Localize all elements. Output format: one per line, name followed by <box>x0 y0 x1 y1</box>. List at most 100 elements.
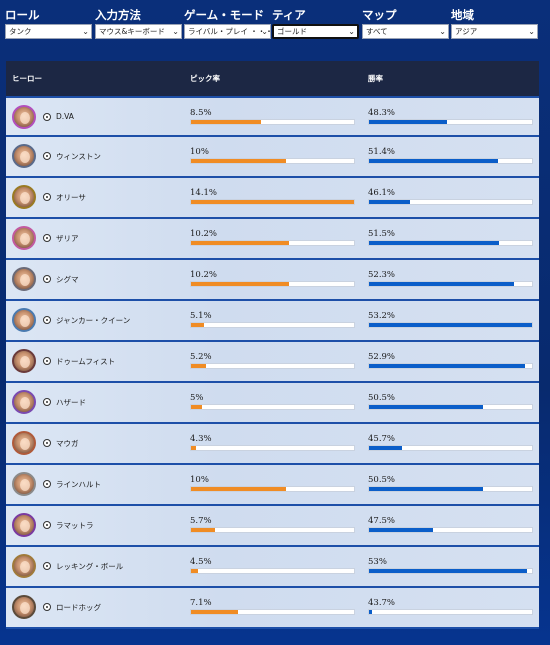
pick-rate-bar <box>190 363 355 369</box>
filter-group: 地域アジア ⌄ <box>451 8 538 39</box>
target-icon[interactable] <box>43 603 51 611</box>
filter-select[interactable]: ライバル・プレイ ・・・ ⌄ <box>184 24 271 39</box>
filter-bar: ロール タンク ⌄ 入力方法 マウス&キーボード ⌄ ゲーム・モード ライバル・プレイ ・・・… <box>5 8 545 42</box>
target-icon[interactable] <box>43 398 51 406</box>
target-icon[interactable] <box>43 439 51 447</box>
header-win-rate[interactable]: 勝率 <box>368 74 383 83</box>
hero-name: D.VA <box>56 112 74 121</box>
table-row[interactable]: ウィンストン 10% 51.4% <box>6 137 539 178</box>
filter-value: すべて <box>366 27 388 36</box>
win-rate-value: 48.3% <box>368 108 396 118</box>
win-rate-bar <box>368 119 533 125</box>
hero-name: ドゥームフィスト <box>56 357 116 366</box>
target-icon[interactable] <box>43 234 51 242</box>
hero-avatar <box>12 431 36 455</box>
pick-rate-value: 5.7% <box>190 516 212 526</box>
chevron-down-icon: ⌄ <box>82 27 89 36</box>
win-rate-value: 43.7% <box>368 598 396 608</box>
win-rate-bar <box>368 404 533 410</box>
table-row[interactable]: マウガ 4.3% 45.7% <box>6 424 539 465</box>
win-rate-value: 52.9% <box>368 352 396 362</box>
table-row[interactable]: オリーサ 14.1% 46.1% <box>6 178 539 219</box>
filter-select[interactable]: ゴールド ⌄ <box>272 24 359 39</box>
table-row[interactable]: ハザード 5% 50.5% <box>6 383 539 424</box>
target-icon[interactable] <box>43 480 51 488</box>
win-rate-bar <box>368 240 533 246</box>
target-icon[interactable] <box>43 521 51 529</box>
pick-rate-bar <box>190 445 355 451</box>
target-icon[interactable] <box>43 275 51 283</box>
table-row[interactable]: D.VA 8.5% 48.3% <box>6 96 539 137</box>
hero-name: マウガ <box>56 439 79 448</box>
hero-avatar <box>12 144 36 168</box>
table-row[interactable]: ドゥームフィスト 5.2% 52.9% <box>6 342 539 383</box>
target-icon[interactable] <box>43 193 51 201</box>
filter-group: ティア ゴールド ⌄ <box>272 8 359 39</box>
hero-avatar <box>12 472 36 496</box>
pick-rate-bar <box>190 527 355 533</box>
filter-label: 地域 <box>451 8 474 22</box>
target-icon[interactable] <box>43 316 51 324</box>
target-icon[interactable] <box>43 113 51 121</box>
win-rate-value: 47.5% <box>368 516 396 526</box>
table-row[interactable]: レッキング・ボール 4.5% 53% <box>6 547 539 588</box>
filter-value: アジア <box>455 27 478 36</box>
target-icon[interactable] <box>43 562 51 570</box>
filter-value: ゴールド <box>277 27 307 36</box>
table-body: D.VA 8.5% 48.3% ウィンストン 10% 51.4% オリーサ 14.1% 46.1… <box>6 96 539 629</box>
hero-avatar <box>12 595 36 619</box>
hero-avatar <box>12 390 36 414</box>
table-row[interactable]: ロードホッグ 7.1% 43.7% <box>6 588 539 629</box>
pick-rate-value: 10.2% <box>190 270 218 280</box>
win-rate-bar <box>368 322 533 328</box>
chevron-down-icon: ⌄ <box>528 27 535 36</box>
hero-name: ラマットラ <box>56 521 94 530</box>
pick-rate-bar <box>190 199 355 205</box>
pick-rate-value: 10% <box>190 147 209 157</box>
hero-name: ハザード <box>56 398 86 407</box>
pick-rate-value: 10.2% <box>190 229 218 239</box>
filter-group: マップすべて ⌄ <box>362 8 449 39</box>
target-icon[interactable] <box>43 152 51 160</box>
win-rate-value: 51.4% <box>368 147 396 157</box>
table-row[interactable]: シグマ 10.2% 52.3% <box>6 260 539 301</box>
table-row[interactable]: ラインハルト 10% 50.5% <box>6 465 539 506</box>
header-pick-rate[interactable]: ピック率 <box>190 74 220 83</box>
filter-select[interactable]: アジア ⌄ <box>451 24 538 39</box>
filter-group: ゲーム・モード ライバル・プレイ ・・・ ⌄ <box>184 8 271 39</box>
table-row[interactable]: ラマットラ 5.7% 47.5% <box>6 506 539 547</box>
hero-name: ロードホッグ <box>56 603 101 612</box>
header-hero[interactable]: ヒーロー <box>12 74 42 83</box>
filter-label: ゲーム・モード <box>184 8 265 22</box>
win-rate-value: 45.7% <box>368 434 396 444</box>
win-rate-value: 50.5% <box>368 475 396 485</box>
table-row[interactable]: ジャンカー・クイーン 5.1% 53.2% <box>6 301 539 342</box>
win-rate-value: 53% <box>368 557 387 567</box>
win-rate-value: 50.5% <box>368 393 396 403</box>
hero-avatar <box>12 226 36 250</box>
hero-avatar <box>12 308 36 332</box>
hero-avatar <box>12 105 36 129</box>
hero-name: ザリア <box>56 234 79 243</box>
filter-select[interactable]: すべて ⌄ <box>362 24 449 39</box>
win-rate-bar <box>368 281 533 287</box>
chevron-down-icon: ⌄ <box>348 27 355 36</box>
win-rate-bar <box>368 363 533 369</box>
filter-select[interactable]: マウス&キーボード ⌄ <box>95 24 182 39</box>
hero-name: ジャンカー・クイーン <box>56 316 131 325</box>
hero-name: ラインハルト <box>56 480 101 489</box>
pick-rate-bar <box>190 404 355 410</box>
filter-select[interactable]: タンク ⌄ <box>5 24 92 39</box>
chevron-down-icon: ⌄ <box>261 27 268 36</box>
pick-rate-value: 4.3% <box>190 434 212 444</box>
win-rate-bar <box>368 158 533 164</box>
pick-rate-value: 14.1% <box>190 188 218 198</box>
filter-label: マップ <box>362 8 397 22</box>
pick-rate-bar <box>190 322 355 328</box>
pick-rate-value: 4.5% <box>190 557 212 567</box>
win-rate-value: 51.5% <box>368 229 396 239</box>
table-row[interactable]: ザリア 10.2% 51.5% <box>6 219 539 260</box>
win-rate-bar <box>368 609 533 615</box>
target-icon[interactable] <box>43 357 51 365</box>
hero-avatar <box>12 349 36 373</box>
